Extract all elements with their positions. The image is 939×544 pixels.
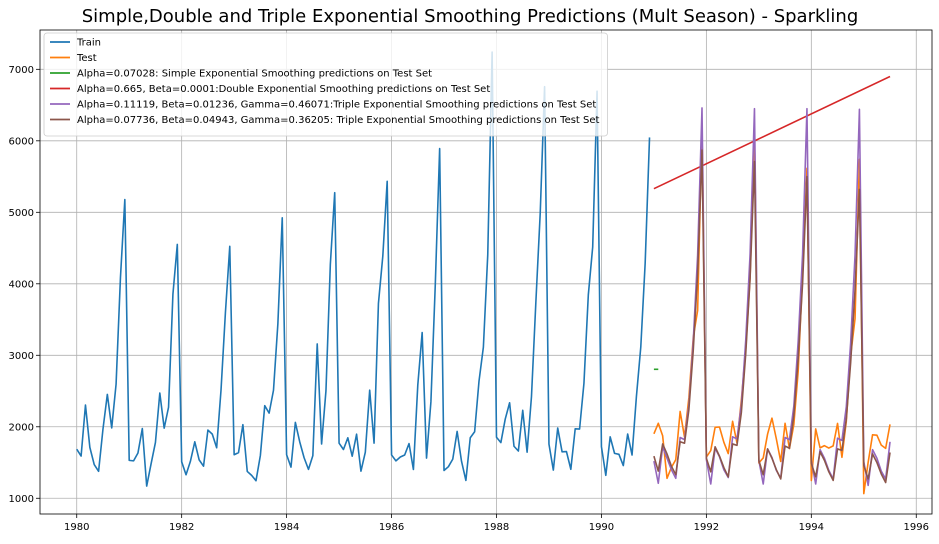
y-tick-label: 5000: [9, 208, 34, 219]
chart-title: Simple,Double and Triple Exponential Smo…: [82, 6, 859, 27]
legend-label-2: Test: [76, 53, 97, 64]
y-tick-label: 3000: [9, 351, 34, 362]
legend-label-6: Alpha=0.07736, Beta=0.04943, Gamma=0.362…: [77, 115, 600, 126]
legend: Train Test Alpha=0.07028: Simple Exponenti…: [43, 32, 608, 137]
y-tick-label: 7000: [9, 65, 34, 76]
y-tick-label: 4000: [9, 279, 34, 290]
x-tick-label: 1982: [169, 522, 194, 533]
x-tick-label: 1996: [904, 522, 929, 533]
y-tick-label: 2000: [9, 422, 34, 433]
axis-ticks: 1980 1982 1984 1986 1988 1990 1992 1994 1996 1000…: [9, 65, 929, 533]
legend-label-4: Alpha=0.665, Beta=0.0001:Double Exponent…: [77, 84, 490, 95]
x-tick-label: 1986: [379, 522, 404, 533]
series-line-6: [653, 149, 891, 484]
plot-frame: [39, 29, 933, 515]
y-tick-label: 6000: [9, 136, 34, 147]
legend-label-5: Alpha=0.11119, Beta=0.01236, Gamma=0.460…: [77, 100, 596, 111]
series-line-1: [76, 51, 651, 487]
y-tick-label: 1000: [9, 494, 34, 505]
x-tick-label: 1988: [484, 522, 509, 533]
series-layer: [76, 51, 891, 495]
x-tick-label: 1980: [64, 522, 89, 533]
legend-box: [43, 32, 608, 137]
legend-label-3: Alpha=0.07028: Simple Exponential Smooth…: [77, 69, 432, 80]
series-line-4: [653, 75, 891, 190]
x-tick-label: 1984: [274, 522, 299, 533]
legend-label-1: Train: [76, 38, 101, 49]
x-tick-label: 1990: [589, 522, 614, 533]
series-line-2: [653, 129, 891, 495]
x-tick-label: 1994: [799, 522, 824, 533]
x-tick-label: 1992: [694, 522, 719, 533]
